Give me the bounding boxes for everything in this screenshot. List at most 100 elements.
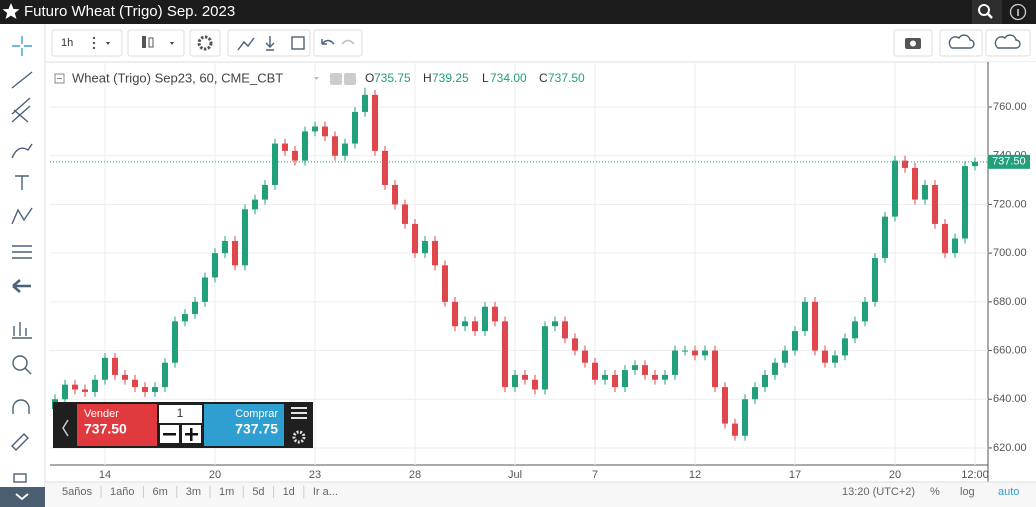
candle-body xyxy=(522,374,528,380)
candle-body xyxy=(892,160,898,217)
candle-body xyxy=(532,379,538,390)
buy-button[interactable] xyxy=(204,404,284,446)
candle-body xyxy=(762,374,768,388)
x-tick-label: 14 xyxy=(99,469,111,481)
save-button[interactable] xyxy=(985,29,1031,57)
range-button[interactable]: 6m xyxy=(152,486,167,498)
trade-settings[interactable] xyxy=(292,430,306,444)
range-button[interactable]: 1año xyxy=(110,486,134,498)
range-button[interactable]: 1m xyxy=(219,486,234,498)
y-tick-label: 680.00 xyxy=(993,296,1027,308)
range-button[interactable]: 5d xyxy=(252,486,264,498)
y-tick-label: 700.00 xyxy=(993,247,1027,259)
load-button[interactable] xyxy=(939,29,983,57)
candle-body xyxy=(802,301,808,332)
candle-body xyxy=(192,301,198,315)
indicator-group[interactable] xyxy=(227,29,311,57)
candle-body xyxy=(202,277,208,302)
ohlc-label: L xyxy=(482,71,489,85)
log-toggle[interactable]: log xyxy=(960,486,975,498)
candle-body xyxy=(392,184,398,205)
candle-body xyxy=(132,379,138,388)
x-tick-label: 23 xyxy=(309,469,321,481)
measure-tool[interactable] xyxy=(12,245,32,259)
x-tick-label: 17 xyxy=(789,469,801,481)
info-button[interactable] xyxy=(1009,3,1027,21)
crosshair-tool[interactable] xyxy=(12,36,32,56)
zoom-range-tool[interactable] xyxy=(12,322,32,339)
title-bar xyxy=(0,0,1036,24)
brush-tool[interactable] xyxy=(11,143,33,159)
x-tick-label: 12:00 xyxy=(961,469,989,481)
search-icon xyxy=(978,4,990,16)
candle-body xyxy=(82,389,88,392)
quantity-input[interactable] xyxy=(159,405,202,423)
candle-body xyxy=(502,321,508,388)
lock-tool[interactable] xyxy=(13,473,27,483)
candle-body xyxy=(562,321,568,339)
candle-body xyxy=(322,126,328,137)
candle-body xyxy=(272,143,278,185)
candle-body xyxy=(112,357,118,375)
magnet-tool[interactable] xyxy=(12,399,30,414)
back-tool[interactable] xyxy=(12,279,31,293)
star-icon[interactable] xyxy=(2,3,20,19)
range-button[interactable]: 5años xyxy=(62,486,92,498)
candle-body xyxy=(162,362,168,388)
last-price-label: 737.50 xyxy=(992,156,1026,168)
line-tool[interactable] xyxy=(11,71,33,89)
candle-body xyxy=(242,209,248,266)
zoom-tool[interactable] xyxy=(12,355,28,371)
candle-body xyxy=(472,321,478,332)
candle-body xyxy=(212,253,218,278)
candle-body xyxy=(442,265,448,302)
candle-body xyxy=(632,365,638,371)
candle-body xyxy=(592,362,598,380)
menu-button[interactable] xyxy=(291,407,307,419)
candle-body xyxy=(552,321,558,327)
candle-body xyxy=(292,150,298,161)
text-tool[interactable] xyxy=(15,175,29,190)
candle-body xyxy=(722,387,728,424)
candle-body xyxy=(122,374,128,380)
candle-body xyxy=(92,379,98,392)
undo-redo[interactable] xyxy=(313,29,363,57)
search-button[interactable] xyxy=(972,0,1002,24)
pattern-tool[interactable] xyxy=(11,207,33,225)
interval-button[interactable]: 1h xyxy=(61,37,73,49)
ohlc-value: 739.25 xyxy=(432,71,469,85)
candle-body xyxy=(902,160,908,168)
candle-body xyxy=(222,240,228,254)
collapse-button[interactable] xyxy=(0,487,45,507)
candle-body xyxy=(402,204,408,224)
candle-body xyxy=(172,321,178,363)
candle-body xyxy=(62,384,68,400)
x-tick-label: 20 xyxy=(209,469,221,481)
candle-body xyxy=(72,384,78,390)
chart-type-button[interactable] xyxy=(127,29,185,57)
range-button[interactable]: Ir a... xyxy=(313,486,338,498)
candle-body xyxy=(842,338,848,356)
candle-body xyxy=(452,301,458,327)
buy-label: Comprar xyxy=(235,408,278,420)
candle-body xyxy=(882,216,888,259)
settings-button[interactable] xyxy=(189,29,221,57)
fib-tool[interactable] xyxy=(11,97,31,123)
candle-body xyxy=(142,387,148,392)
sell-button[interactable] xyxy=(77,404,157,446)
candle-body xyxy=(792,331,798,351)
candle-body xyxy=(582,350,588,363)
percent-toggle[interactable]: % xyxy=(930,486,940,498)
lock-drawings[interactable] xyxy=(11,433,29,451)
candle-body xyxy=(612,374,618,388)
range-button[interactable]: 1d xyxy=(283,486,295,498)
candle-body xyxy=(682,350,688,352)
price-axis xyxy=(988,62,1036,482)
time-zone[interactable]: 13:20 (UTC+2) xyxy=(842,486,915,498)
auto-toggle[interactable]: auto xyxy=(998,486,1019,498)
dropdown[interactable] xyxy=(106,42,110,45)
x-tick-label: 7 xyxy=(592,469,598,481)
candle-body xyxy=(912,167,918,200)
range-button[interactable]: 3m xyxy=(186,486,201,498)
candle-body xyxy=(812,301,818,351)
